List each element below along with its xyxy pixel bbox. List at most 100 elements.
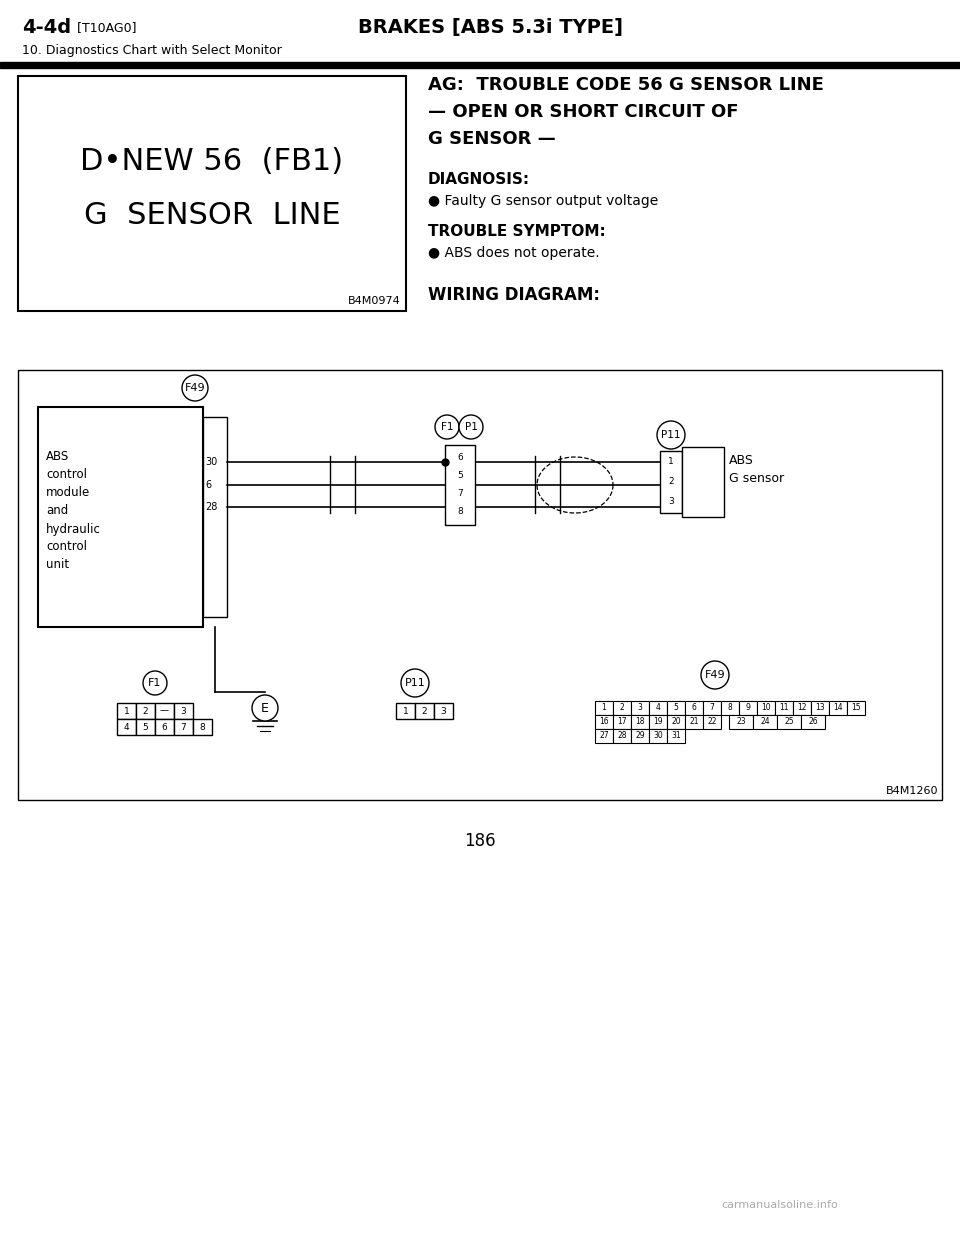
Text: 22: 22	[708, 718, 717, 727]
Text: 16: 16	[599, 718, 609, 727]
Bar	[203, 417, 227, 617]
Bar	[660, 451, 682, 513]
Bar	[613, 729, 631, 743]
Text: F49: F49	[184, 383, 205, 392]
Text: 5: 5	[457, 471, 463, 479]
Bar	[174, 703, 193, 719]
Text: F1: F1	[441, 422, 453, 432]
Text: 4: 4	[656, 703, 660, 713]
Text: 1: 1	[124, 707, 130, 715]
Bar	[682, 447, 724, 517]
Text: 1: 1	[602, 703, 607, 713]
Text: WIRING DIAGRAM:: WIRING DIAGRAM:	[428, 286, 600, 304]
Bar	[631, 700, 649, 715]
Text: 7: 7	[457, 488, 463, 498]
Text: 1: 1	[402, 707, 408, 715]
Text: 28: 28	[617, 732, 627, 740]
Bar	[155, 719, 174, 735]
Text: 27: 27	[599, 732, 609, 740]
Text: 2: 2	[619, 703, 624, 713]
Bar	[193, 719, 212, 735]
Text: 28: 28	[205, 502, 217, 512]
Text: 1: 1	[668, 457, 674, 466]
Text: 24: 24	[760, 718, 770, 727]
Text: [T10AG0]: [T10AG0]	[73, 21, 136, 34]
Text: unit: unit	[46, 559, 69, 571]
Text: 2: 2	[421, 707, 427, 715]
Text: BRAKES [ABS 5.3i TYPE]: BRAKES [ABS 5.3i TYPE]	[357, 17, 622, 37]
Text: DIAGNOSIS:: DIAGNOSIS:	[428, 171, 530, 188]
Bar	[595, 729, 613, 743]
Text: 18: 18	[636, 718, 645, 727]
Bar	[631, 729, 649, 743]
Text: AG:  TROUBLE CODE 56 G SENSOR LINE: AG: TROUBLE CODE 56 G SENSOR LINE	[428, 76, 824, 94]
Bar	[721, 700, 739, 715]
Text: 7: 7	[709, 703, 714, 713]
Text: 8: 8	[728, 703, 732, 713]
Text: 31: 31	[671, 732, 681, 740]
Text: 6: 6	[691, 703, 696, 713]
Text: 2: 2	[668, 477, 674, 486]
Text: B4M0974: B4M0974	[348, 296, 401, 306]
Text: 6: 6	[205, 479, 211, 491]
Text: 3: 3	[668, 497, 674, 505]
Text: 186: 186	[465, 832, 495, 850]
Bar	[753, 715, 777, 729]
Text: G sensor: G sensor	[729, 472, 784, 486]
Text: ● Faulty G sensor output voltage: ● Faulty G sensor output voltage	[428, 194, 659, 207]
Bar	[739, 700, 757, 715]
Bar	[801, 715, 825, 729]
Circle shape	[401, 669, 429, 697]
Text: hydraulic: hydraulic	[46, 523, 101, 535]
Text: E: E	[261, 702, 269, 714]
Text: — OPEN OR SHORT CIRCUIT OF: — OPEN OR SHORT CIRCUIT OF	[428, 103, 738, 120]
Bar	[667, 715, 685, 729]
Text: 10: 10	[761, 703, 771, 713]
Text: 25: 25	[784, 718, 794, 727]
Bar	[117, 719, 136, 735]
Bar	[703, 715, 721, 729]
Text: 10. Diagnostics Chart with Select Monitor: 10. Diagnostics Chart with Select Monito…	[22, 43, 281, 57]
Bar	[155, 703, 174, 719]
Text: 3: 3	[180, 707, 186, 715]
Bar	[595, 715, 613, 729]
Text: module: module	[46, 487, 90, 499]
Text: 9: 9	[746, 703, 751, 713]
Bar	[847, 700, 865, 715]
Text: TROUBLE SYMPTOM:: TROUBLE SYMPTOM:	[428, 224, 606, 238]
Text: control: control	[46, 468, 87, 482]
Text: 30: 30	[653, 732, 662, 740]
Circle shape	[182, 375, 208, 401]
Bar	[613, 715, 631, 729]
Text: 2: 2	[143, 707, 148, 715]
Bar	[811, 700, 829, 715]
Bar	[396, 703, 415, 719]
Text: 14: 14	[833, 703, 843, 713]
Text: 23: 23	[736, 718, 746, 727]
Bar	[595, 700, 613, 715]
Text: 26: 26	[808, 718, 818, 727]
Circle shape	[459, 415, 483, 438]
Text: 8: 8	[457, 507, 463, 515]
Bar	[703, 700, 721, 715]
Bar	[829, 700, 847, 715]
Text: P11: P11	[661, 430, 681, 440]
Text: 7: 7	[180, 723, 186, 732]
Bar	[649, 700, 667, 715]
Text: carmanualsoline.info: carmanualsoline.info	[722, 1200, 838, 1210]
Text: G SENSOR —: G SENSOR —	[428, 130, 556, 148]
Circle shape	[143, 671, 167, 696]
Bar	[793, 700, 811, 715]
Text: 21: 21	[689, 718, 699, 727]
Bar	[757, 700, 775, 715]
Bar	[174, 719, 193, 735]
Text: 5: 5	[674, 703, 679, 713]
Text: F49: F49	[705, 669, 726, 681]
Text: 17: 17	[617, 718, 627, 727]
Text: 5: 5	[143, 723, 149, 732]
Bar	[136, 703, 155, 719]
Circle shape	[701, 661, 729, 689]
Text: and: and	[46, 504, 68, 518]
Bar	[631, 715, 649, 729]
Text: P1: P1	[465, 422, 477, 432]
